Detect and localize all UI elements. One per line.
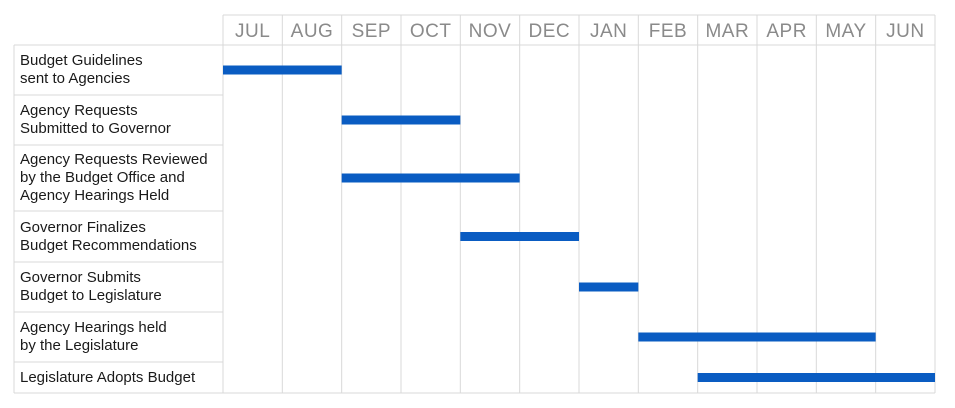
task-bar bbox=[460, 232, 579, 241]
month-label: SEP bbox=[352, 21, 392, 42]
task-label: Governor Finalizes Budget Recommendation… bbox=[20, 218, 197, 254]
task-bar bbox=[697, 373, 935, 382]
month-label: JAN bbox=[590, 21, 627, 42]
month-label: OCT bbox=[410, 21, 452, 42]
month-label: AUG bbox=[291, 21, 334, 42]
month-label: JUL bbox=[235, 21, 270, 42]
task-bar bbox=[579, 282, 639, 292]
task-bar bbox=[341, 115, 461, 125]
task-bar bbox=[638, 332, 876, 342]
month-label: JUN bbox=[886, 21, 924, 42]
task-label: Agency Hearings held by the Legislature bbox=[20, 319, 167, 354]
month-label: FEB bbox=[649, 21, 687, 42]
month-label: MAR bbox=[705, 21, 749, 42]
task-label: Governor Submits Budget to Legislature bbox=[20, 269, 162, 304]
task-label: Agency Requests Submitted to Governor bbox=[20, 102, 171, 137]
month-label: APR bbox=[766, 21, 807, 42]
task-label: Legislature Adopts Budget bbox=[20, 368, 196, 386]
month-label: DEC bbox=[529, 21, 571, 42]
task-bar bbox=[341, 173, 520, 183]
task-bar bbox=[223, 65, 342, 75]
month-label: NOV bbox=[469, 21, 512, 42]
month-label: MAY bbox=[825, 21, 866, 42]
task-label: Agency Requests Reviewed by the Budget O… bbox=[20, 151, 208, 204]
task-label: Budget Guidelines sent to Agencies bbox=[20, 52, 143, 87]
